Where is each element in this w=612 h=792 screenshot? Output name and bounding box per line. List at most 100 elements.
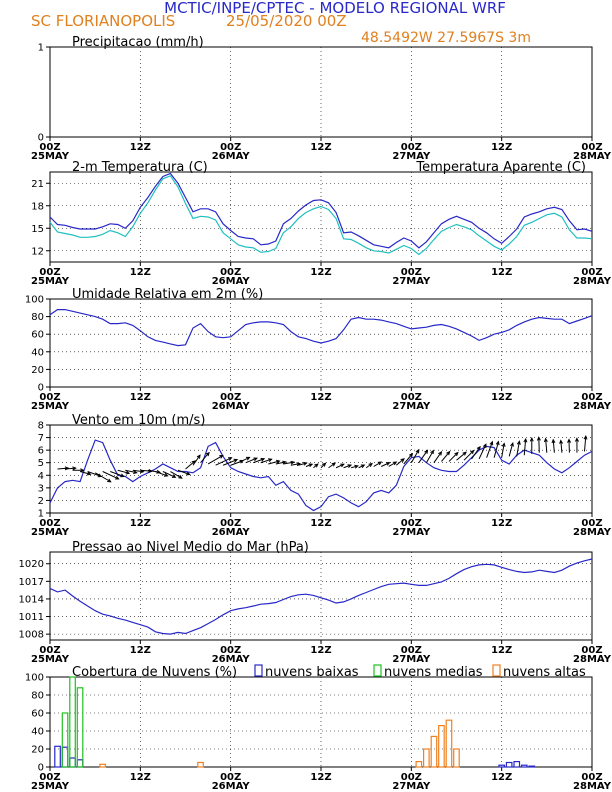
wind-ytick-label: 8	[38, 421, 44, 432]
wind-vector-head	[516, 440, 521, 445]
wind-vector	[552, 439, 555, 453]
rh-xtick-label: 00Z	[39, 392, 60, 403]
wind-vector	[192, 454, 201, 466]
rh-date-label: 25MAY	[31, 401, 70, 412]
wind-vector	[501, 443, 505, 458]
wind-vector	[388, 461, 397, 467]
rh-xtick-label: 00Z	[401, 392, 422, 403]
wind-vector	[253, 458, 265, 464]
clouds-xtick-label: 12Z	[130, 772, 151, 783]
wind-vector-head	[86, 471, 92, 476]
pressure-ytick-label: 1017	[19, 577, 44, 588]
wind-ytick-label: 4	[38, 471, 44, 482]
precip-xtick-label: 12Z	[130, 142, 151, 153]
pressure-xtick-label: 12Z	[130, 645, 151, 656]
wind-date-label: 27MAY	[392, 527, 431, 538]
wind-vector-head	[567, 438, 572, 443]
wind-vector	[200, 452, 210, 464]
rh-ytick-label: 40	[31, 347, 44, 358]
clouds-bar	[197, 761, 204, 768]
clouds-bar	[520, 764, 528, 768]
wind-vector	[508, 442, 514, 457]
wind-vector	[207, 455, 223, 465]
temp-right-title: Temperatura Aparente (C)	[415, 160, 586, 175]
wind-vector	[425, 450, 434, 463]
legend-swatch	[373, 664, 382, 677]
rh-xtick-label: 00Z	[220, 392, 241, 403]
pressure-series-0	[49, 558, 593, 635]
wind-vector	[290, 463, 300, 466]
pressure-ytick-label: 1011	[19, 612, 44, 623]
wind-vector-head	[510, 441, 514, 447]
wind-vector	[463, 450, 474, 461]
wind-vector	[298, 462, 307, 466]
wind-vector	[471, 446, 481, 460]
legend-swatch	[492, 664, 501, 677]
wind-title: Vento em 10m (m/s)	[72, 413, 205, 428]
clouds-ytick-label: 40	[31, 727, 44, 738]
rh-ytick-label: 100	[25, 295, 44, 306]
clouds-xtick-label: 12Z	[491, 772, 512, 783]
clouds-bar	[54, 745, 61, 768]
wind-vector-head	[314, 463, 319, 468]
wind-vector-head	[347, 464, 353, 468]
wind-vector-head	[80, 468, 85, 473]
wind-vector-head	[219, 454, 224, 459]
clouds-xtick-label: 00Z	[220, 772, 241, 783]
wind-vector	[94, 472, 111, 483]
wind-vector	[433, 451, 442, 464]
wind-date-label: 26MAY	[212, 527, 251, 538]
wind-vector-head	[476, 445, 481, 451]
temp-xtick-label: 12Z	[130, 267, 151, 278]
wind-vector-head	[253, 457, 258, 462]
rh-xtick-label: 12Z	[491, 392, 512, 403]
clouds-ytick-label: 60	[31, 709, 44, 720]
precip-xtick-label: 12Z	[310, 142, 331, 153]
pressure-date-label: 27MAY	[392, 654, 431, 665]
wind-vector-head	[107, 478, 112, 483]
precip-date-label: 27MAY	[392, 151, 431, 162]
wind-vector-head	[171, 474, 177, 478]
precip-xtick-label: 00Z	[401, 142, 422, 153]
temp-ytick-label: 18	[31, 201, 44, 212]
wind-vector	[381, 462, 390, 467]
wind-vector-head	[178, 474, 183, 479]
clouds-bar	[61, 746, 69, 768]
pressure-xtick-label: 00Z	[401, 645, 422, 656]
wind-vector-head	[408, 452, 414, 458]
wind-vector-head	[260, 457, 266, 462]
clouds-date-label: 25MAY	[31, 781, 70, 792]
wind-vector-head	[275, 459, 281, 464]
wind-xtick-label: 12Z	[130, 518, 151, 529]
rh-ytick-label: 80	[31, 312, 44, 323]
clouds-bar	[528, 765, 536, 768]
precip-xtick-label: 00Z	[581, 142, 602, 153]
wind-vector	[132, 469, 144, 473]
temp-series-1	[49, 175, 593, 256]
clouds-ytick-label: 20	[31, 745, 44, 756]
wind-xtick-label: 00Z	[220, 518, 241, 529]
wind-vector-head	[228, 457, 233, 461]
wind-ytick-label: 1	[38, 509, 44, 520]
wind-vector-head	[415, 448, 420, 454]
wind-vector-head	[454, 451, 459, 457]
wind-vector-head	[400, 458, 405, 463]
wind-vector-head	[246, 456, 251, 461]
rh-date-label: 27MAY	[392, 401, 431, 412]
wind-vector	[57, 467, 69, 470]
wind-vector	[516, 441, 520, 457]
wind-vector-head	[233, 458, 239, 463]
clouds-ytick-label: 100	[25, 673, 44, 684]
wind-vector-head	[120, 473, 125, 478]
wind-ytick-label: 2	[38, 496, 44, 507]
clouds-bar	[61, 712, 69, 768]
clouds-date-label: 26MAY	[212, 781, 251, 792]
wind-vector-head	[303, 461, 308, 466]
wind-vector	[395, 458, 405, 466]
